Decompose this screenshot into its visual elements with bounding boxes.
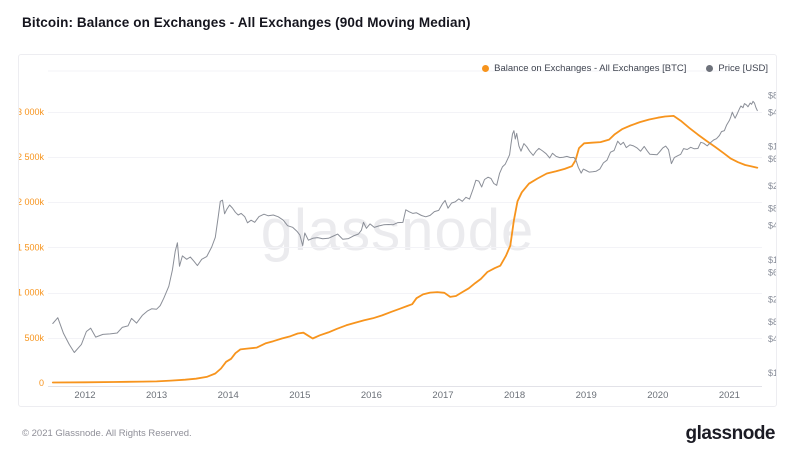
- balance-line: [51, 115, 759, 384]
- x-tick-label: 2014: [218, 390, 239, 401]
- y-right-tick-label: $1: [768, 368, 776, 378]
- chart-panel: Balance on Exchanges - All Exchanges [BT…: [18, 54, 777, 407]
- glassnode-watermark: glassnode: [260, 198, 535, 263]
- y-left-tick-label: 500k: [24, 333, 44, 343]
- legend-item-balance[interactable]: Balance on Exchanges - All Exchanges [BT…: [482, 63, 686, 74]
- x-tick-label: 2018: [504, 390, 525, 401]
- y-right-tick-label: $400: [768, 221, 776, 231]
- legend-label-balance: Balance on Exchanges - All Exchanges [BT…: [494, 63, 687, 74]
- x-tick-label: 2017: [432, 390, 453, 401]
- page-title: Bitcoin: Balance on Exchanges - All Exch…: [22, 15, 471, 30]
- x-tick-label: 2013: [146, 390, 167, 401]
- footer-copyright: © 2021 Glassnode. All Rights Reserved.: [22, 428, 192, 439]
- legend-item-price[interactable]: Price [USD]: [706, 63, 768, 74]
- y-right-tick-label: $6k: [768, 154, 776, 164]
- glassnode-logo[interactable]: glassnode: [685, 423, 776, 444]
- y-left-tick-label: 0: [39, 378, 44, 388]
- y-right-tick-label: $100: [768, 255, 776, 265]
- x-tick-label: 2021: [719, 390, 740, 401]
- x-tick-label: 2015: [289, 390, 310, 401]
- y-right-tick-label: $800: [768, 204, 776, 214]
- y-right-tick-label: $8: [768, 317, 776, 327]
- y-right-tick-label: $60: [768, 267, 776, 277]
- y-right-tick-label: $80k: [768, 90, 776, 100]
- x-tick-label: 2019: [576, 390, 597, 401]
- x-tick-label: 2020: [647, 390, 668, 401]
- x-tick-label: 2016: [361, 390, 382, 401]
- y-left-tick-label: 1 500k: [19, 242, 44, 252]
- y-right-tick-label: $40k: [768, 108, 776, 118]
- y-right-tick-label: $2k: [768, 181, 776, 191]
- balance-series-dot-icon: [482, 65, 490, 72]
- y-right-tick-label: $20: [768, 294, 776, 304]
- chart-legend: Balance on Exchanges - All Exchanges [BT…: [482, 63, 768, 74]
- y-right-tick-label: $10k: [768, 142, 776, 152]
- x-tick-label: 2012: [74, 390, 95, 401]
- y-left-tick-label: 1 000k: [19, 288, 44, 298]
- y-left-tick-label: 3 000k: [19, 107, 44, 117]
- y-left-tick-label: 2 000k: [19, 197, 44, 207]
- y-left-tick-label: 2 500k: [19, 152, 44, 162]
- price-series-dot-icon: [706, 65, 714, 72]
- chart-canvas[interactable]: 3 000k 2 500k 2 000k 1 500k 1 000k 500k 0 $80k $…: [19, 55, 776, 406]
- price-line: [52, 100, 758, 353]
- y-right-tick-label: $4: [768, 334, 776, 344]
- legend-label-price: Price [USD]: [718, 63, 768, 74]
